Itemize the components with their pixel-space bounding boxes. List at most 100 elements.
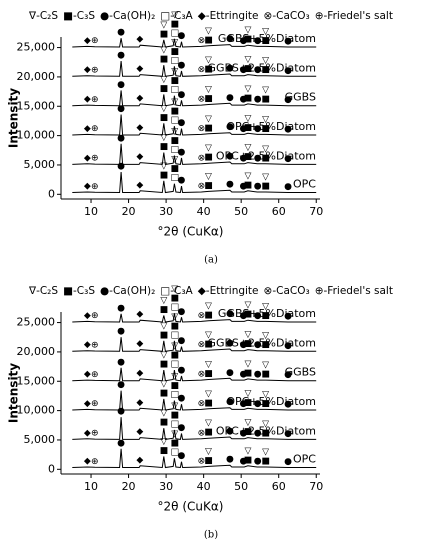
- phase-marker: ●: [178, 307, 186, 317]
- x-tick-label: 60: [272, 205, 286, 218]
- phase-marker: ⊗: [198, 36, 206, 46]
- legend-label: -C₃S: [73, 285, 95, 297]
- legend-symbol: ■: [63, 10, 73, 22]
- phase-marker: ◆: [84, 399, 91, 409]
- phase-marker: ●: [239, 370, 247, 380]
- series-label: GGBS+5%Diatom: [218, 32, 316, 45]
- series-label: OPC+5%Diatom: [226, 395, 316, 408]
- phase-marker: ●: [284, 125, 292, 135]
- phase-marker: ▽: [160, 20, 167, 30]
- phase-marker: ▽: [160, 133, 167, 143]
- phase-marker: ■: [204, 428, 213, 438]
- phase-marker: ■: [244, 427, 253, 437]
- phase-marker: ●: [239, 399, 247, 409]
- series-label: GGBS+5%Diatom: [218, 307, 316, 320]
- legend-label: -Ca(OH)₂: [109, 285, 155, 297]
- phase-marker: ■: [261, 36, 270, 46]
- xrd-trace: [72, 38, 317, 48]
- phase-marker: ●: [226, 338, 234, 348]
- phase-marker: ⊗: [198, 456, 206, 466]
- phase-marker: ■: [170, 321, 179, 331]
- phase-marker: ●: [239, 340, 247, 350]
- legend-label: -Ettringite: [206, 10, 259, 22]
- phase-marker: ■: [204, 181, 213, 191]
- phase-marker: ◆: [84, 65, 91, 75]
- y-tick-label: 25,000: [17, 316, 56, 329]
- phase-marker: ▽: [262, 419, 269, 429]
- phase-marker: ▽: [205, 144, 212, 154]
- phase-marker: ▽: [171, 401, 178, 411]
- phase-marker: ⊗: [198, 95, 206, 105]
- phase-marker: ●: [117, 380, 125, 390]
- phase-marker: □: [170, 28, 179, 38]
- series-label: GGBS: [285, 366, 316, 379]
- phase-marker: ●: [284, 154, 292, 164]
- xrd-trace: [72, 417, 317, 440]
- phase-marker: ■: [261, 399, 270, 409]
- phase-marker: ■: [204, 340, 213, 350]
- legend-label: -C₂S: [36, 285, 58, 297]
- phase-marker: ●: [284, 95, 292, 105]
- phase-marker: ▽: [171, 98, 178, 108]
- phase-marker: ■: [261, 428, 270, 438]
- series-label: GGBS: [285, 91, 316, 104]
- phase-marker: ▽: [205, 172, 212, 182]
- phase-marker: ●: [117, 357, 125, 367]
- phase-marker: ◆: [84, 311, 91, 321]
- phase-marker: ■: [160, 418, 169, 428]
- phase-marker: ●: [239, 181, 247, 191]
- phase-marker: ●: [226, 93, 234, 103]
- y-tick-label: 20,000: [17, 345, 56, 358]
- phase-marker: ⊗: [198, 428, 206, 438]
- legend-symbol: ∇: [28, 285, 37, 297]
- legend: ∇-C₂S ■-C₃S ●-Ca(OH)₂ □-C₃A ◆-Ettringite ⊗-Ca…: [28, 10, 393, 22]
- phase-marker: ■: [244, 310, 253, 320]
- phase-marker: □: [170, 360, 179, 370]
- x-tick-label: 20: [122, 480, 136, 493]
- legend-label: -CaCO₃: [272, 10, 309, 22]
- phase-marker: ▽: [171, 372, 178, 382]
- phase-marker: ●: [284, 429, 292, 439]
- x-tick-label: 40: [197, 205, 211, 218]
- phase-marker: ⊕: [91, 124, 99, 134]
- phase-marker: ⊕: [91, 457, 99, 467]
- phase-marker: ⊕: [91, 154, 99, 164]
- phase-marker: ●: [117, 28, 125, 38]
- phase-marker: □: [170, 330, 179, 340]
- phase-marker: ▽: [244, 359, 251, 369]
- phase-marker: ■: [204, 456, 213, 466]
- x-tick-label: 20: [122, 205, 136, 218]
- phase-marker: ■: [244, 35, 253, 45]
- phase-marker: ●: [239, 95, 247, 105]
- phase-marker: ◆: [136, 339, 143, 349]
- phase-marker: ▽: [160, 379, 167, 389]
- phase-marker: ▽: [244, 55, 251, 65]
- phase-marker: ⊕: [91, 370, 99, 380]
- phase-marker: ●: [178, 423, 186, 433]
- legend-label: -C₃A: [170, 285, 193, 297]
- phase-marker: ■: [160, 170, 169, 180]
- phase-marker: ◆: [84, 456, 91, 466]
- phase-marker: ◆: [136, 427, 143, 437]
- phase-marker: ▽: [262, 115, 269, 125]
- y-tick-label: 10,000: [17, 129, 56, 142]
- chart-panel: ∇-C₂S ■-C₃S ●-Ca(OH)₂ □-C₃A ◆-Ettringite ⊗-Ca…: [7, 10, 393, 266]
- phase-marker: ■: [204, 369, 213, 379]
- phase-marker: ▽: [262, 390, 269, 400]
- phase-marker: ▽: [205, 85, 212, 95]
- phase-marker: ●: [226, 397, 234, 407]
- phase-marker: ▽: [244, 418, 251, 428]
- legend-label: -Friedel's salt: [324, 10, 393, 22]
- series-label: OPC+2.5%Diatom: [216, 424, 316, 437]
- x-axis-label: °2θ (CuKα): [158, 225, 224, 239]
- phase-marker: ■: [170, 381, 179, 391]
- legend-symbol: ◆: [198, 10, 207, 22]
- phase-marker: ▽: [205, 360, 212, 370]
- phase-marker: ◆: [84, 340, 91, 350]
- phase-marker: ■: [261, 311, 270, 321]
- phase-marker: □: [170, 116, 179, 126]
- phase-marker: ▽: [171, 127, 178, 137]
- phase-marker: ▽: [262, 86, 269, 96]
- y-tick-label: 5,000: [24, 433, 56, 446]
